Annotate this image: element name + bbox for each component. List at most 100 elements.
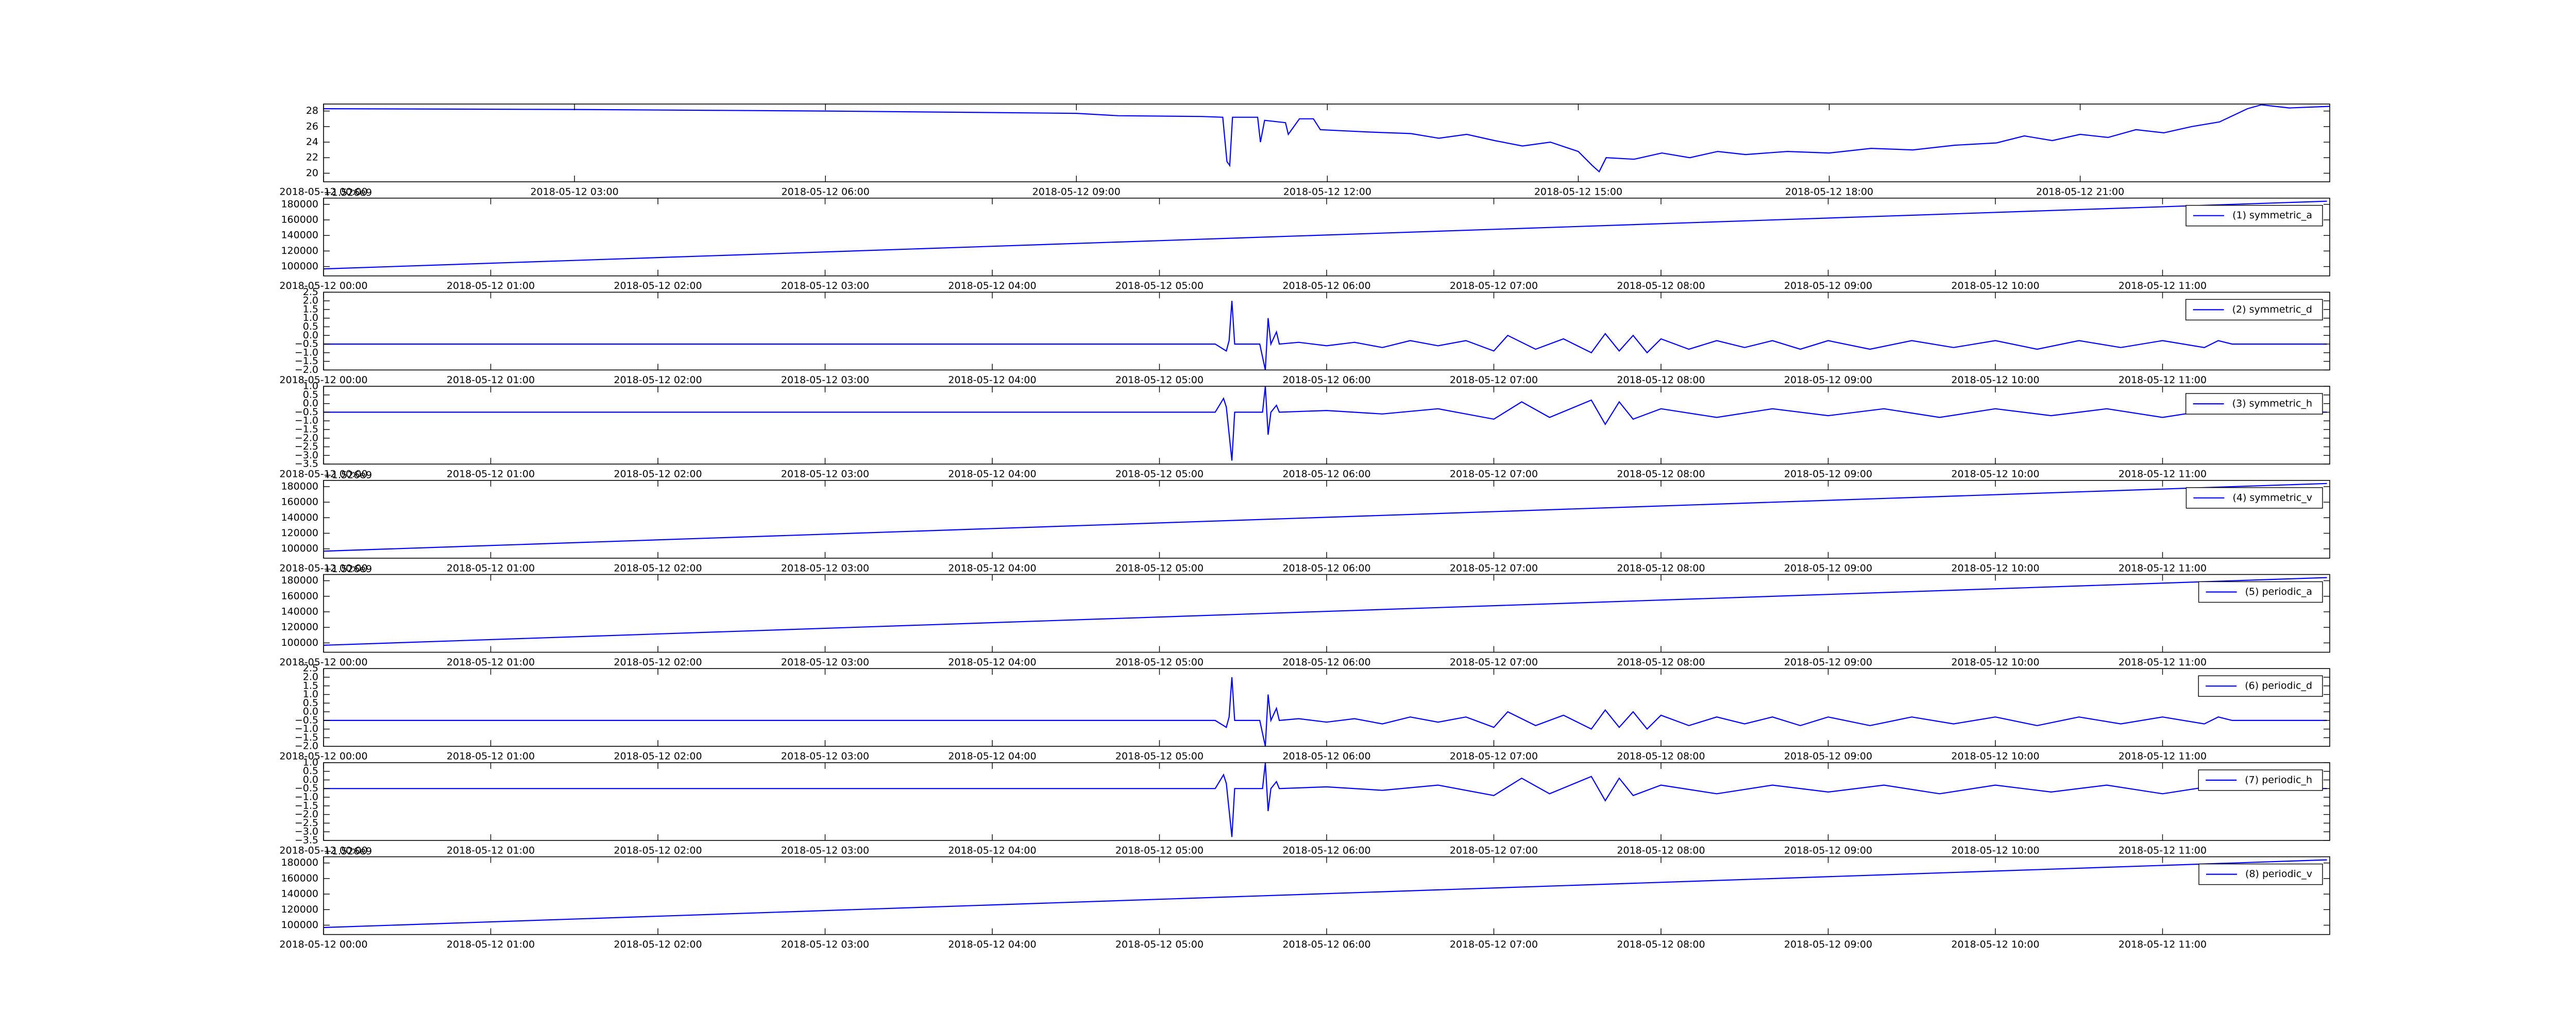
y-tick-label: 1.0: [303, 757, 318, 768]
data-line: [323, 104, 2330, 173]
axes-background: [324, 480, 2330, 558]
legend-label: (1) symmetric_a: [2232, 210, 2312, 221]
legend: (8) periodic_v: [2198, 863, 2323, 885]
y-tick-label: 26: [306, 121, 318, 132]
x-tick-label: 2018-05-12 09:00: [1784, 562, 1872, 574]
x-tick-label: 2018-05-12 11:00: [2119, 374, 2207, 386]
x-tick-label: 2018-05-12 01:00: [447, 939, 535, 950]
data-line: [324, 762, 2327, 837]
legend-label: (2) symmetric_d: [2232, 304, 2312, 315]
y-tick-label: 140000: [281, 512, 318, 523]
x-tick-label: 2018-05-12 11:00: [2119, 562, 2207, 574]
y-tick-label: 100000: [281, 543, 318, 554]
y-tick-label: 180000: [281, 480, 318, 492]
subplot: −2.0−1.5−1.0−0.50.00.51.01.52.02.5 2018-0…: [279, 663, 2330, 762]
x-tick-label: 2018-05-12 04:00: [948, 469, 1036, 480]
x-tick-label: 2018-05-12 00:00: [279, 469, 367, 480]
y-tick-label: 2.0: [303, 671, 318, 682]
x-tick-label: 2018-05-12 15:00: [1534, 186, 1622, 198]
x-tick-label: 2018-05-12 11:00: [2119, 939, 2207, 950]
y-tick-label: 120000: [281, 904, 318, 915]
y-tick-label: 180000: [281, 857, 318, 868]
x-tick-label: 2018-05-12 00:00: [279, 562, 367, 574]
x-tick-label: 2018-05-12 10:00: [1951, 939, 2039, 950]
y-tick-label: −1.0: [295, 415, 318, 426]
x-tick-label: 2018-05-12 10:00: [1951, 845, 2039, 856]
x-tick-label: 2018-05-12 03:00: [781, 280, 869, 291]
y-tick-label: −2.0: [295, 364, 318, 375]
x-tick-label: 2018-05-12 11:00: [2119, 751, 2207, 762]
subplot: −3.5−3.0−2.5−2.0−1.5−1.0−0.50.00.51.0 201…: [279, 757, 2330, 856]
x-tick-label: 2018-05-12 09:00: [1784, 280, 1872, 291]
x-tick-label: 2018-05-12 04:00: [948, 751, 1036, 762]
axes-frame: [323, 104, 2330, 182]
x-tick-label: 2018-05-12 06:00: [1282, 562, 1370, 574]
x-tick-label: 2018-05-12 12:00: [1283, 186, 1371, 198]
plot-area: [323, 104, 2330, 173]
y-tick-label: −2.5: [295, 441, 318, 452]
legend: (4) symmetric_v: [2185, 487, 2323, 509]
x-tick-label: 2018-05-12 09:00: [1032, 186, 1121, 198]
subplot: 1000001200001400001600001800002018-05-12…: [279, 563, 2330, 668]
x-tick-label: 2018-05-12 03:00: [781, 562, 869, 574]
x-tick-label: 2018-05-12 10:00: [1951, 751, 2039, 762]
x-tick-label: 2018-05-12 00:00: [279, 374, 367, 386]
x-tick-label: 2018-05-12 11:00: [2119, 657, 2207, 668]
x-tick-label: 2018-05-12 00:00: [279, 845, 367, 856]
legend: (6) periodic_d: [2198, 675, 2323, 697]
plot-area: [324, 301, 2327, 370]
plot-area: [324, 677, 2327, 747]
x-tick-label: 2018-05-12 09:00: [1784, 469, 1872, 480]
y-tick-label: 100000: [281, 637, 318, 648]
data-line: [324, 677, 2327, 747]
x-tick-label: 2018-05-12 09:00: [1784, 939, 1872, 950]
x-tick-label: 2018-05-12 10:00: [1951, 562, 2039, 574]
y-tick-label: 120000: [281, 527, 318, 539]
x-tick-label: 2018-05-12 00:00: [279, 939, 367, 950]
y-tick-label: −0.5: [295, 714, 318, 726]
x-tick-label: 2018-05-12 11:00: [2119, 280, 2207, 291]
x-tick-label: 2018-05-12 08:00: [1617, 845, 1705, 856]
y-tick-label: 160000: [281, 214, 318, 225]
y-tick-label: −2.0: [295, 432, 318, 443]
y-tick-label: 0.0: [303, 330, 318, 341]
plot-area: [323, 200, 2327, 270]
x-tick-label: 2018-05-12 06:00: [1282, 939, 1370, 950]
x-tick-label: 2018-05-12 06:00: [1282, 374, 1370, 386]
y-tick-label: −1.0: [295, 792, 318, 803]
axes-background: [324, 574, 2330, 653]
y-tick-label: 2.5: [303, 663, 318, 674]
x-tick-label: 2018-05-12 01:00: [447, 374, 535, 386]
x-tick-label: 2018-05-12 08:00: [1617, 939, 1705, 950]
x-tick-label: 2018-05-12 03:00: [781, 751, 869, 762]
x-tick-label: 2018-05-12 10:00: [1951, 374, 2039, 386]
legend-label: (7) periodic_h: [2245, 774, 2312, 785]
y-tick-label: −1.5: [295, 732, 318, 743]
x-tick-label: 2018-05-12 09:00: [1784, 751, 1872, 762]
data-line: [323, 200, 2327, 270]
axis-offset-text: +1.526e9: [324, 469, 372, 480]
x-tick-label: 2018-05-12 03:00: [781, 657, 869, 668]
x-tick-label: 2018-05-12 05:00: [1115, 657, 1204, 668]
data-line: [323, 577, 2327, 646]
y-tick-label: 28: [306, 105, 318, 116]
x-tick-label: 2018-05-12 07:00: [1450, 751, 1538, 762]
y-tick-label: 100000: [281, 261, 318, 272]
subplot: −2.0−1.5−1.0−0.50.00.51.01.52.02.5 2018-0…: [279, 286, 2330, 386]
y-tick-label: 120000: [281, 245, 318, 256]
x-tick-label: 2018-05-12 02:00: [614, 751, 702, 762]
x-tick-label: 2018-05-12 08:00: [1617, 469, 1705, 480]
y-tick-label: 22: [306, 152, 318, 163]
subplot: −3.5−3.0−2.5−2.0−1.5−1.0−0.50.00.51.0 201…: [279, 381, 2330, 480]
x-tick-label: 2018-05-12 08:00: [1617, 562, 1705, 574]
y-tick-label: −0.5: [295, 338, 318, 350]
x-tick-label: 2018-05-12 01:00: [447, 657, 535, 668]
x-tick-label: 2018-05-12 07:00: [1450, 939, 1538, 950]
y-tick-label: −2.0: [295, 741, 318, 752]
x-tick-label: 2018-05-12 02:00: [614, 845, 702, 856]
x-tick-label: 2018-05-12 10:00: [1951, 657, 2039, 668]
x-tick-label: 2018-05-12 04:00: [948, 845, 1036, 856]
axes-background: [324, 292, 2330, 370]
y-tick-label: −1.5: [295, 800, 318, 811]
plot-area: [324, 762, 2327, 837]
